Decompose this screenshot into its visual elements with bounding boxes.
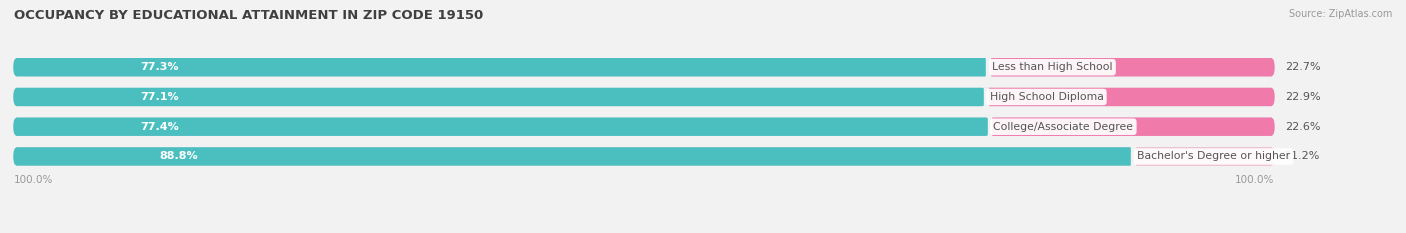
FancyBboxPatch shape xyxy=(986,88,1275,106)
Text: 22.7%: 22.7% xyxy=(1285,62,1320,72)
FancyBboxPatch shape xyxy=(988,58,1275,76)
FancyBboxPatch shape xyxy=(13,58,988,76)
Text: OCCUPANCY BY EDUCATIONAL ATTAINMENT IN ZIP CODE 19150: OCCUPANCY BY EDUCATIONAL ATTAINMENT IN Z… xyxy=(14,9,484,22)
FancyBboxPatch shape xyxy=(13,58,1275,76)
Text: 100.0%: 100.0% xyxy=(13,175,52,185)
FancyBboxPatch shape xyxy=(1133,147,1275,166)
FancyBboxPatch shape xyxy=(13,147,1275,166)
FancyBboxPatch shape xyxy=(13,88,986,106)
Text: 22.9%: 22.9% xyxy=(1285,92,1320,102)
FancyBboxPatch shape xyxy=(13,117,990,136)
Text: 22.6%: 22.6% xyxy=(1285,122,1320,132)
Text: Source: ZipAtlas.com: Source: ZipAtlas.com xyxy=(1288,9,1392,19)
FancyBboxPatch shape xyxy=(13,117,1275,136)
Text: Bachelor's Degree or higher: Bachelor's Degree or higher xyxy=(1137,151,1291,161)
Text: 77.4%: 77.4% xyxy=(141,122,179,132)
Text: College/Associate Degree: College/Associate Degree xyxy=(994,122,1133,132)
Text: 77.1%: 77.1% xyxy=(139,92,179,102)
Text: 11.2%: 11.2% xyxy=(1285,151,1320,161)
Text: 77.3%: 77.3% xyxy=(141,62,179,72)
FancyBboxPatch shape xyxy=(13,88,1275,106)
Text: 88.8%: 88.8% xyxy=(159,151,198,161)
FancyBboxPatch shape xyxy=(13,147,1133,166)
Text: High School Diploma: High School Diploma xyxy=(990,92,1104,102)
Text: Less than High School: Less than High School xyxy=(993,62,1112,72)
Text: 100.0%: 100.0% xyxy=(1236,175,1275,185)
FancyBboxPatch shape xyxy=(990,117,1275,136)
